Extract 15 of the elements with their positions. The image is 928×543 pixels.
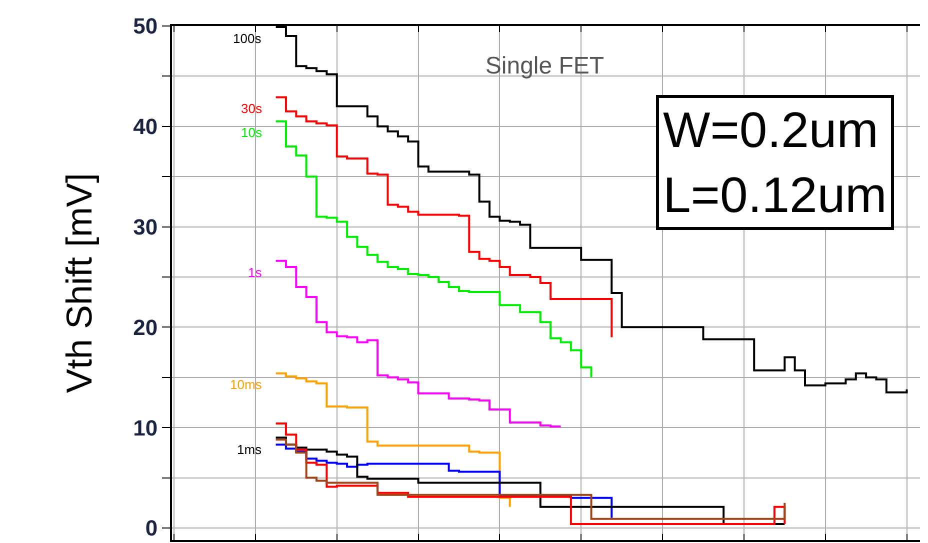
- y-tick-label: 0: [145, 516, 158, 541]
- y-tick-label: 50: [133, 14, 158, 39]
- series-label: 10ms: [230, 377, 262, 392]
- text: Single FET: [485, 52, 604, 80]
- y-tick-label: 30: [133, 214, 158, 240]
- series-label: 1ms: [237, 442, 262, 457]
- series-label: 1s: [248, 265, 262, 280]
- y-tick-label: 10: [133, 415, 158, 440]
- legend-label: 100s: [233, 31, 262, 46]
- y-tick-label: 20: [133, 314, 158, 340]
- y-axis-title: Vth Shift [mV]: [58, 172, 100, 394]
- annotation: W=0.2um L=0.12um: [663, 102, 887, 223]
- series-label: 30s: [241, 101, 262, 116]
- y-tick-label: 40: [133, 114, 158, 140]
- series-label: 10s: [241, 125, 262, 140]
